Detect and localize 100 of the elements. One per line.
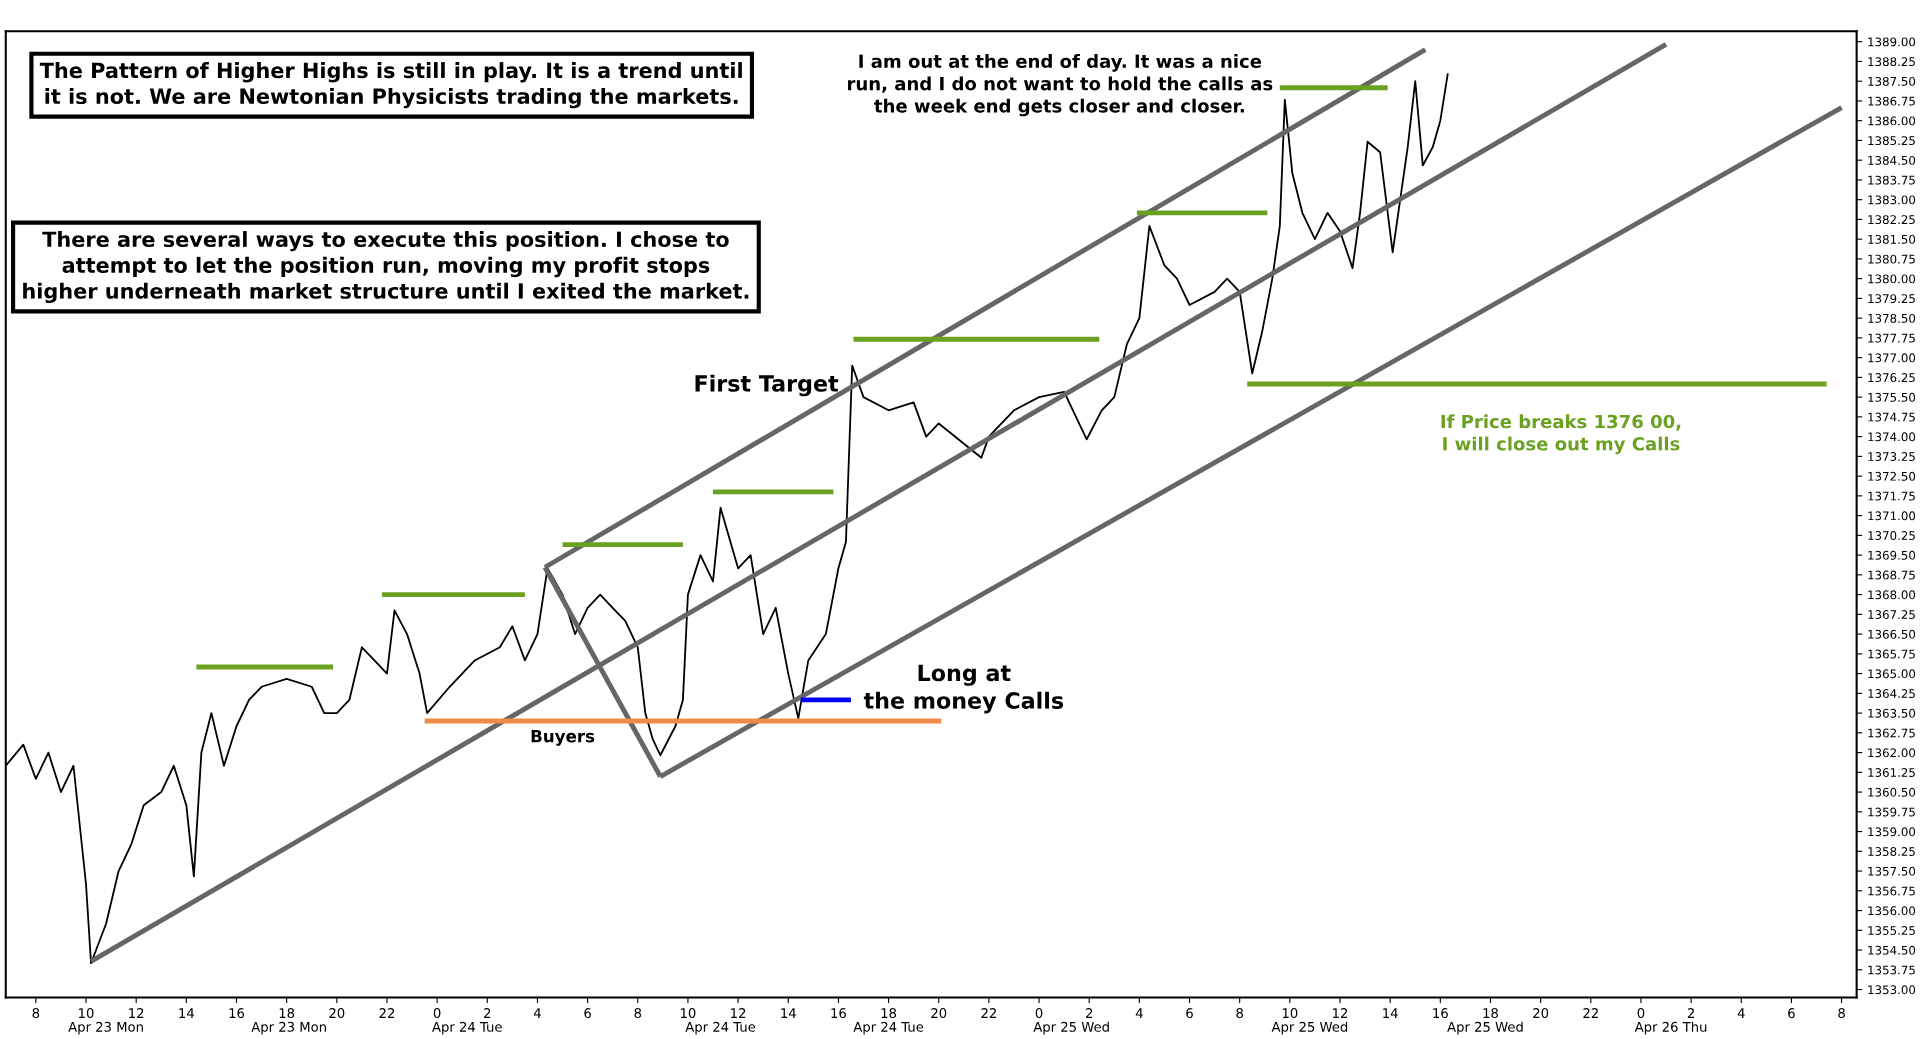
- x-tick-label: 16: [229, 1008, 245, 1019]
- y-tick-label: 1357.50: [1868, 866, 1916, 876]
- x-tick-label: 18: [1483, 1008, 1498, 1019]
- x2-tick-label: Apr 24 Tue: [432, 1021, 502, 1035]
- x2-tick-label: Apr 24 Tue: [685, 1021, 756, 1035]
- y-tick-label: 1380.00: [1868, 274, 1916, 284]
- y-tick-label: 1375.50: [1868, 392, 1916, 402]
- x-tick-label: 14: [781, 1008, 796, 1018]
- y-tick-label: 1384.50: [1868, 155, 1916, 165]
- y-tick-label: 1355.25: [1868, 926, 1915, 935]
- y-tick-label: 1365.00: [1868, 669, 1916, 679]
- y-tick-label: 1373.25: [1868, 452, 1915, 462]
- x-tick-label: 2: [1687, 1008, 1694, 1018]
- y-tick-label: 1372.50: [1868, 471, 1916, 481]
- x-tick-label: 18: [881, 1008, 897, 1019]
- y-tick-label: 1374.00: [1868, 432, 1916, 442]
- annotation: First Target: [695, 374, 839, 397]
- y-tick-label: 1368.75: [1868, 570, 1915, 580]
- x-tick-label: 6: [584, 1008, 591, 1019]
- annotation: Buyers: [531, 730, 595, 746]
- y-tick-label: 1360.50: [1868, 787, 1916, 797]
- annotation: There are several ways to execute this position. I chose to attempt to let the position run, moving my profit stops higher underneath market structure until I exited the market.: [23, 230, 749, 304]
- annotation: Long at the money Calls: [863, 664, 1064, 714]
- x-tick-label: 8: [634, 1008, 642, 1019]
- y-tick-label: 1382.25: [1868, 215, 1915, 225]
- y-tick-label: 1380.75: [1868, 254, 1915, 264]
- x-tick-label: 10: [1282, 1008, 1298, 1019]
- y-tick-label: 1377.00: [1868, 353, 1916, 363]
- x-tick-label: 4: [1737, 1008, 1745, 1018]
- y-tick-label: 1364.25: [1868, 689, 1915, 698]
- y-tick-label: 1389.00: [1868, 37, 1916, 47]
- x-tick-label: 10: [79, 1008, 94, 1019]
- y-tick-label: 1358.25: [1868, 847, 1915, 856]
- y-tick-label: 1377.75: [1868, 333, 1915, 343]
- x-tick-label: 0: [1637, 1008, 1645, 1019]
- x2-tick-label: Apr 26 Thu: [1634, 1021, 1707, 1035]
- y-tick-label: 1361.25: [1868, 768, 1915, 777]
- y-tick-label: 1376.25: [1868, 373, 1915, 383]
- x-tick-label: 16: [831, 1008, 846, 1019]
- x-tick-label: 8: [32, 1008, 40, 1019]
- annotation: I am out at the end of day. It was a nice run, and I do not want to hold the calls as the week end gets closer and closer.: [848, 54, 1273, 117]
- x-tick-label: 8: [1236, 1008, 1243, 1019]
- y-tick-label: 1370.25: [1868, 531, 1915, 541]
- y-tick-label: 1379.25: [1868, 294, 1915, 304]
- x2-tick-label: Apr 23 Mon: [251, 1021, 326, 1035]
- annotation: The Pattern of Higher Highs is still in play. It is a trend until it is not. We are Newtonian Physicists trading the markets.: [39, 62, 742, 109]
- x-tick-label: 2: [484, 1008, 491, 1018]
- x-tick-label: 20: [931, 1008, 947, 1019]
- y-tick-label: 1385.25: [1868, 136, 1915, 146]
- x-tick-label: 22: [379, 1008, 395, 1018]
- y-tick-label: 1386.75: [1868, 96, 1915, 106]
- x-tick-label: 0: [1035, 1008, 1043, 1019]
- y-tick-label: 1362.75: [1868, 728, 1915, 738]
- y-tick-label: 1363.50: [1868, 708, 1916, 718]
- x2-tick-label: Apr 25 Wed: [1271, 1021, 1348, 1035]
- y-tick-label: 1353.75: [1868, 965, 1915, 975]
- y-tick-label: 1359.00: [1868, 827, 1916, 837]
- x2-tick-label: Apr 25 Wed: [1033, 1021, 1109, 1035]
- x-tick-label: 20: [329, 1008, 345, 1019]
- y-tick-label: 1356.00: [1868, 906, 1916, 916]
- y-tick-label: 1383.00: [1868, 195, 1916, 205]
- y-tick-label: 1367.25: [1868, 610, 1915, 620]
- x-tick-label: 2: [1085, 1008, 1093, 1018]
- x2-tick-label: Apr 23 Mon: [68, 1021, 143, 1035]
- y-tick-label: 1365.75: [1868, 649, 1915, 659]
- x-tick-label: 22: [1583, 1008, 1598, 1018]
- x-tick-label: 22: [981, 1008, 996, 1018]
- y-tick-label: 1362.00: [1868, 748, 1916, 758]
- y-tick-label: 1386.00: [1868, 116, 1916, 126]
- y-tick-label: 1368.00: [1868, 590, 1916, 600]
- x-tick-label: 8: [1838, 1008, 1845, 1019]
- x-tick-label: 0: [433, 1008, 441, 1019]
- x2-tick-label: Apr 24 Tue: [853, 1021, 924, 1035]
- y-tick-label: 1371.00: [1868, 511, 1916, 521]
- y-tick-label: 1366.50: [1868, 629, 1916, 639]
- y-tick-label: 1381.50: [1868, 234, 1916, 244]
- x-tick-label: 12: [731, 1008, 746, 1018]
- x2-tick-label: Apr 25 Wed: [1447, 1021, 1523, 1035]
- x-tick-label: 20: [1533, 1008, 1549, 1019]
- y-tick-label: 1359.75: [1868, 807, 1915, 817]
- y-tick-label: 1369.50: [1868, 550, 1916, 560]
- y-tick-label: 1374.75: [1868, 412, 1915, 422]
- x-tick-label: 12: [1333, 1008, 1348, 1018]
- y-tick-label: 1378.50: [1868, 313, 1916, 323]
- x-tick-label: 6: [1186, 1008, 1193, 1019]
- x-tick-label: 14: [1383, 1008, 1398, 1018]
- y-tick-label: 1388.25: [1868, 57, 1915, 67]
- x-tick-label: 14: [179, 1008, 194, 1018]
- x-tick-label: 4: [1135, 1008, 1143, 1018]
- x-tick-label: 12: [129, 1008, 144, 1018]
- annotation: If Price breaks 1376 00, I will close out my Calls: [1441, 414, 1681, 455]
- x-tick-label: 6: [1788, 1008, 1795, 1019]
- y-tick-label: 1354.50: [1868, 945, 1916, 955]
- y-tick-label: 1356.75: [1868, 886, 1915, 896]
- x-tick-label: 18: [279, 1008, 295, 1019]
- x-tick-label: 10: [680, 1008, 696, 1019]
- y-tick-label: 1387.50: [1868, 76, 1916, 86]
- x-tick-label: 4: [533, 1008, 541, 1018]
- y-tick-label: 1371.75: [1868, 491, 1915, 501]
- y-tick-label: 1383.75: [1868, 175, 1915, 185]
